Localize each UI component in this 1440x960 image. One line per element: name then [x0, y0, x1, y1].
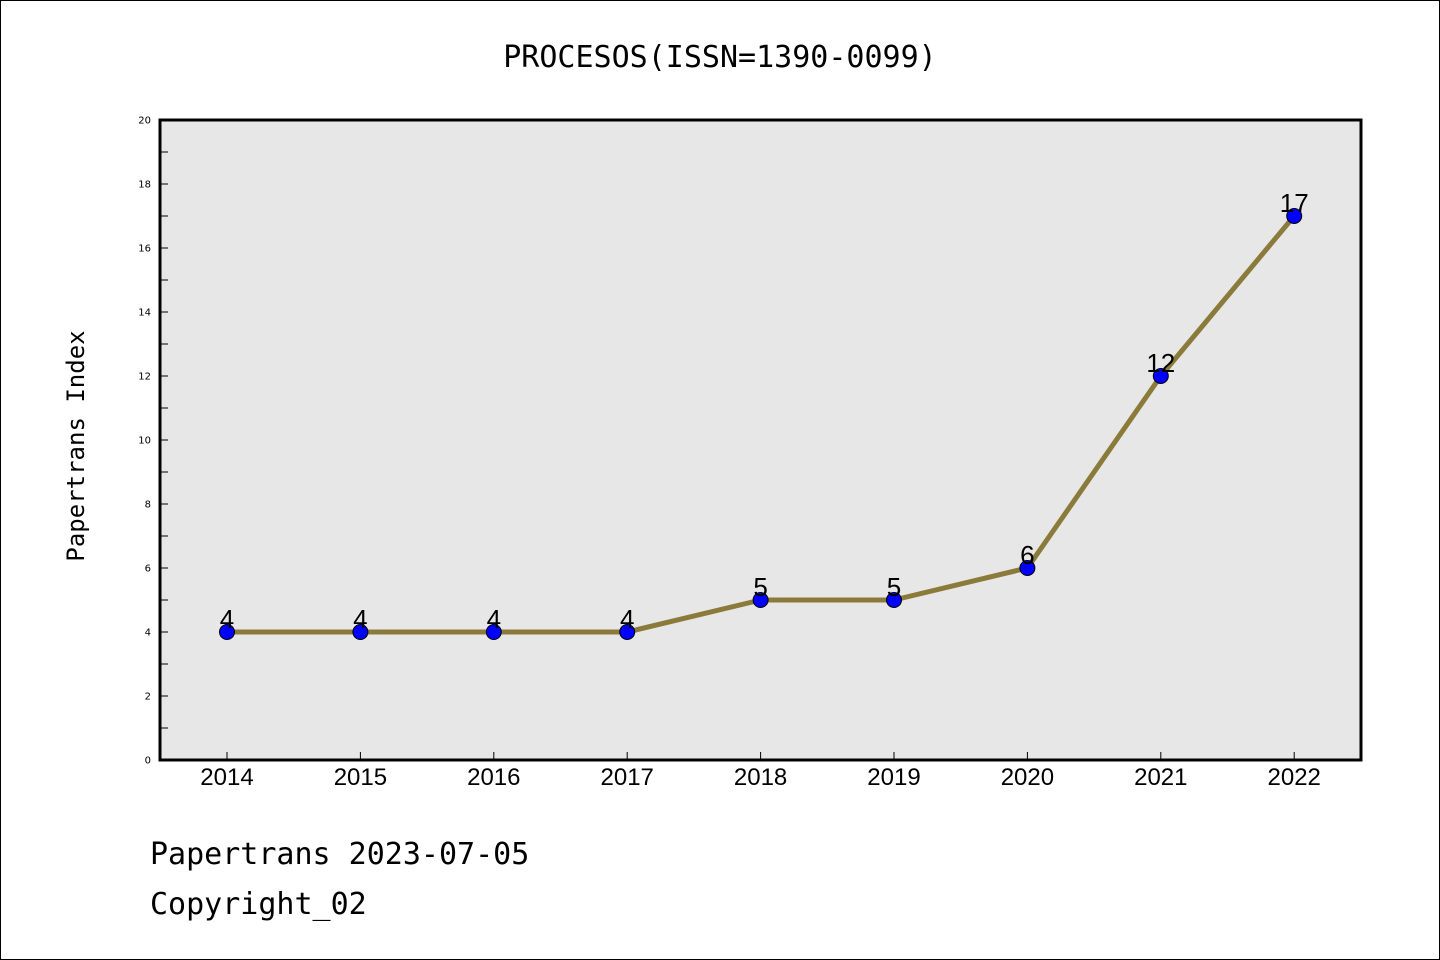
- x-tick-label: 2021: [1134, 764, 1187, 791]
- plot-area: [160, 120, 1361, 760]
- footer-date: Papertrans 2023-07-05: [150, 837, 529, 872]
- y-tick-label: 16: [138, 244, 151, 255]
- data-label: 4: [620, 604, 634, 634]
- data-point: [485, 624, 502, 640]
- data-label: 5: [887, 572, 901, 602]
- y-axis-label: Papertrans Index: [62, 330, 90, 561]
- y-tick-label: 20: [138, 116, 151, 127]
- x-tick-label: 2016: [467, 764, 520, 791]
- y-axis-ticks: 0 2 4 6 8 10 12 14 16 18 20: [138, 116, 168, 767]
- data-point: [219, 624, 235, 640]
- y-tick-label: 6: [145, 564, 151, 575]
- data-point: [886, 592, 902, 608]
- data-label: 6: [1020, 540, 1034, 570]
- y-tick-label: 18: [138, 180, 151, 191]
- y-tick-label: 4: [145, 628, 151, 639]
- data-label: 17: [1280, 188, 1309, 218]
- data-markers: [219, 208, 1303, 640]
- x-tick-label: 2014: [200, 764, 253, 791]
- data-point: [352, 624, 369, 640]
- data-label: 4: [353, 604, 367, 634]
- data-label: 4: [487, 604, 501, 634]
- footer-copyright: Copyright_02: [150, 887, 367, 922]
- y-tick-label: 12: [138, 372, 151, 383]
- data-point: [1286, 208, 1303, 224]
- plot-border: [158, 118, 1363, 762]
- x-tick-label: 2018: [734, 764, 787, 791]
- x-tick-label: 2022: [1268, 764, 1321, 791]
- chart-title: PROCESOS(ISSN=1390-0099): [503, 40, 936, 75]
- x-tick-label: 2020: [1001, 764, 1054, 791]
- y-tick-label: 0: [145, 756, 151, 767]
- data-point: [1152, 368, 1169, 384]
- y-tick-label: 8: [145, 500, 151, 511]
- x-tick-label: 2019: [867, 764, 920, 791]
- data-point: [619, 624, 636, 640]
- y-tick-label: 2: [145, 692, 151, 703]
- data-label: 12: [1146, 348, 1175, 378]
- x-tick-label: 2017: [601, 764, 654, 791]
- x-axis-ticks: 2014 2015 2016 2017 2018 2019 2020 2021 2022: [200, 752, 1321, 791]
- x-tick-label: 2015: [334, 764, 387, 791]
- data-point: [1019, 560, 1036, 576]
- y-tick-label: 10: [138, 436, 151, 447]
- y-tick-label: 14: [138, 308, 151, 319]
- data-label: 4: [220, 604, 234, 634]
- data-label: 5: [753, 572, 767, 602]
- data-labels: 4 4 4 4 5 5 6 12 17: [220, 188, 1309, 634]
- data-point: [752, 592, 769, 608]
